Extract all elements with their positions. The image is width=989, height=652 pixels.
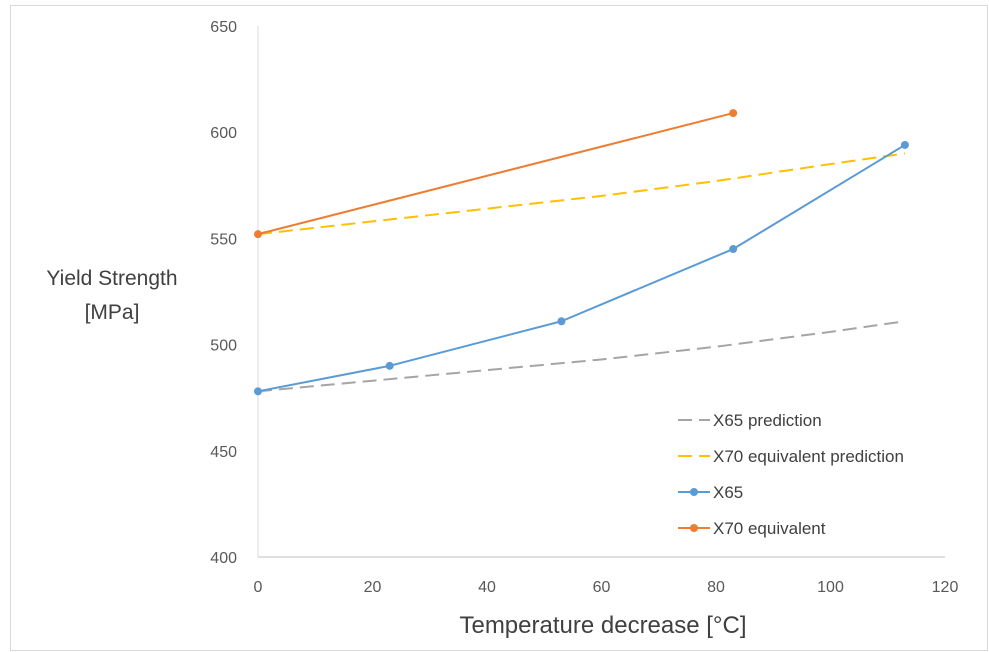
series-layer xyxy=(254,109,909,396)
data-point-x65 xyxy=(729,245,738,254)
y-tick-label: 400 xyxy=(210,550,237,567)
y-axis-title-line-2: [MPa] xyxy=(85,301,140,324)
data-point-x65 xyxy=(900,140,909,149)
series-x65-prediction xyxy=(257,320,906,393)
x-tick-label: 60 xyxy=(593,579,611,596)
series-x70-equivalent xyxy=(254,109,738,239)
legend-item-x70-equivalent-prediction: X70 equivalent prediction xyxy=(678,447,904,466)
y-axis-title-line-1: Yield Strength xyxy=(46,267,177,290)
legend-marker xyxy=(690,524,698,532)
x-axis-title: Temperature decrease [°C] xyxy=(459,612,746,639)
data-point-x65 xyxy=(557,317,566,326)
x-tick-label: 40 xyxy=(478,579,496,596)
data-point-x70-equivalent xyxy=(254,230,262,239)
x-tick-label: 100 xyxy=(817,579,844,596)
x-tick-label: 80 xyxy=(707,579,725,596)
data-point-x65 xyxy=(385,361,394,370)
x-tick-label: 120 xyxy=(932,579,959,596)
y-tick-label: 600 xyxy=(210,125,237,142)
legend-item-x70-equivalent: X70 equivalent xyxy=(678,519,826,538)
legend-label: X65 xyxy=(713,483,743,502)
series-line-x70-equivalent xyxy=(257,112,734,236)
legend-item-x65-prediction: X65 prediction xyxy=(678,411,822,430)
series-line-x65 xyxy=(257,144,906,393)
legend-label: X70 equivalent prediction xyxy=(713,447,904,466)
y-tick-label: 550 xyxy=(210,231,237,248)
x-tick-label: 20 xyxy=(364,579,382,596)
data-point-x70-equivalent xyxy=(729,109,738,118)
legend-marker xyxy=(690,488,698,496)
x-tick-labels: 0 20 40 60 80 100 120 xyxy=(254,579,959,596)
axes xyxy=(257,26,945,558)
y-tick-label: 450 xyxy=(210,444,237,461)
legend-label: X70 equivalent xyxy=(713,519,826,538)
series-line-x65-prediction xyxy=(257,320,906,393)
y-tick-labels: 400 450 500 550 600 650 xyxy=(210,19,237,567)
legend: X65 prediction X70 equivalent prediction X… xyxy=(678,411,904,538)
series-line-x70-equivalent-prediction xyxy=(257,152,906,236)
series-x70-equivalent-prediction xyxy=(257,152,906,236)
legend-label: X65 prediction xyxy=(713,411,822,430)
data-point-x65 xyxy=(254,387,262,396)
y-tick-label: 650 xyxy=(210,19,237,36)
x-tick-label: 0 xyxy=(254,579,263,596)
legend-item-x65: X65 xyxy=(678,483,743,502)
chart-area xyxy=(10,5,988,651)
series-x65 xyxy=(254,140,909,396)
y-tick-label: 500 xyxy=(210,338,237,355)
